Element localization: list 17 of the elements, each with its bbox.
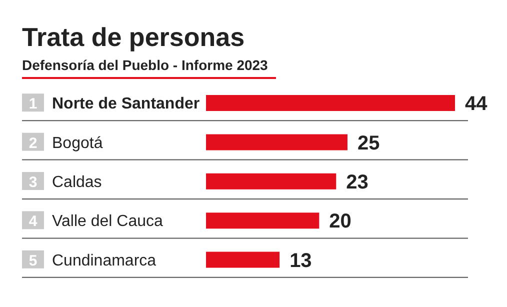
bar	[206, 173, 336, 190]
data-label: 20	[329, 210, 352, 233]
chart-title: Trata de personas	[22, 22, 246, 53]
y-tick-label: Cundinamarca	[52, 252, 156, 270]
bar	[206, 134, 348, 150]
y-tick-label: Norte de Santander	[52, 96, 200, 113]
data-label: 44	[465, 93, 488, 116]
data-label: 25	[357, 132, 380, 154]
bar	[206, 252, 280, 268]
y-tick-label: Valle del Cauca	[52, 213, 163, 230]
y-tick-label: Bogotá	[52, 134, 103, 152]
data-label: 23	[346, 172, 368, 194]
y-tick-label: Caldas	[52, 174, 102, 191]
data-label: 13	[290, 250, 312, 272]
bar	[206, 212, 320, 229]
bar	[206, 95, 455, 111]
chart-subtitle: Defensoría del Pueblo - Informe 2023	[22, 57, 276, 79]
